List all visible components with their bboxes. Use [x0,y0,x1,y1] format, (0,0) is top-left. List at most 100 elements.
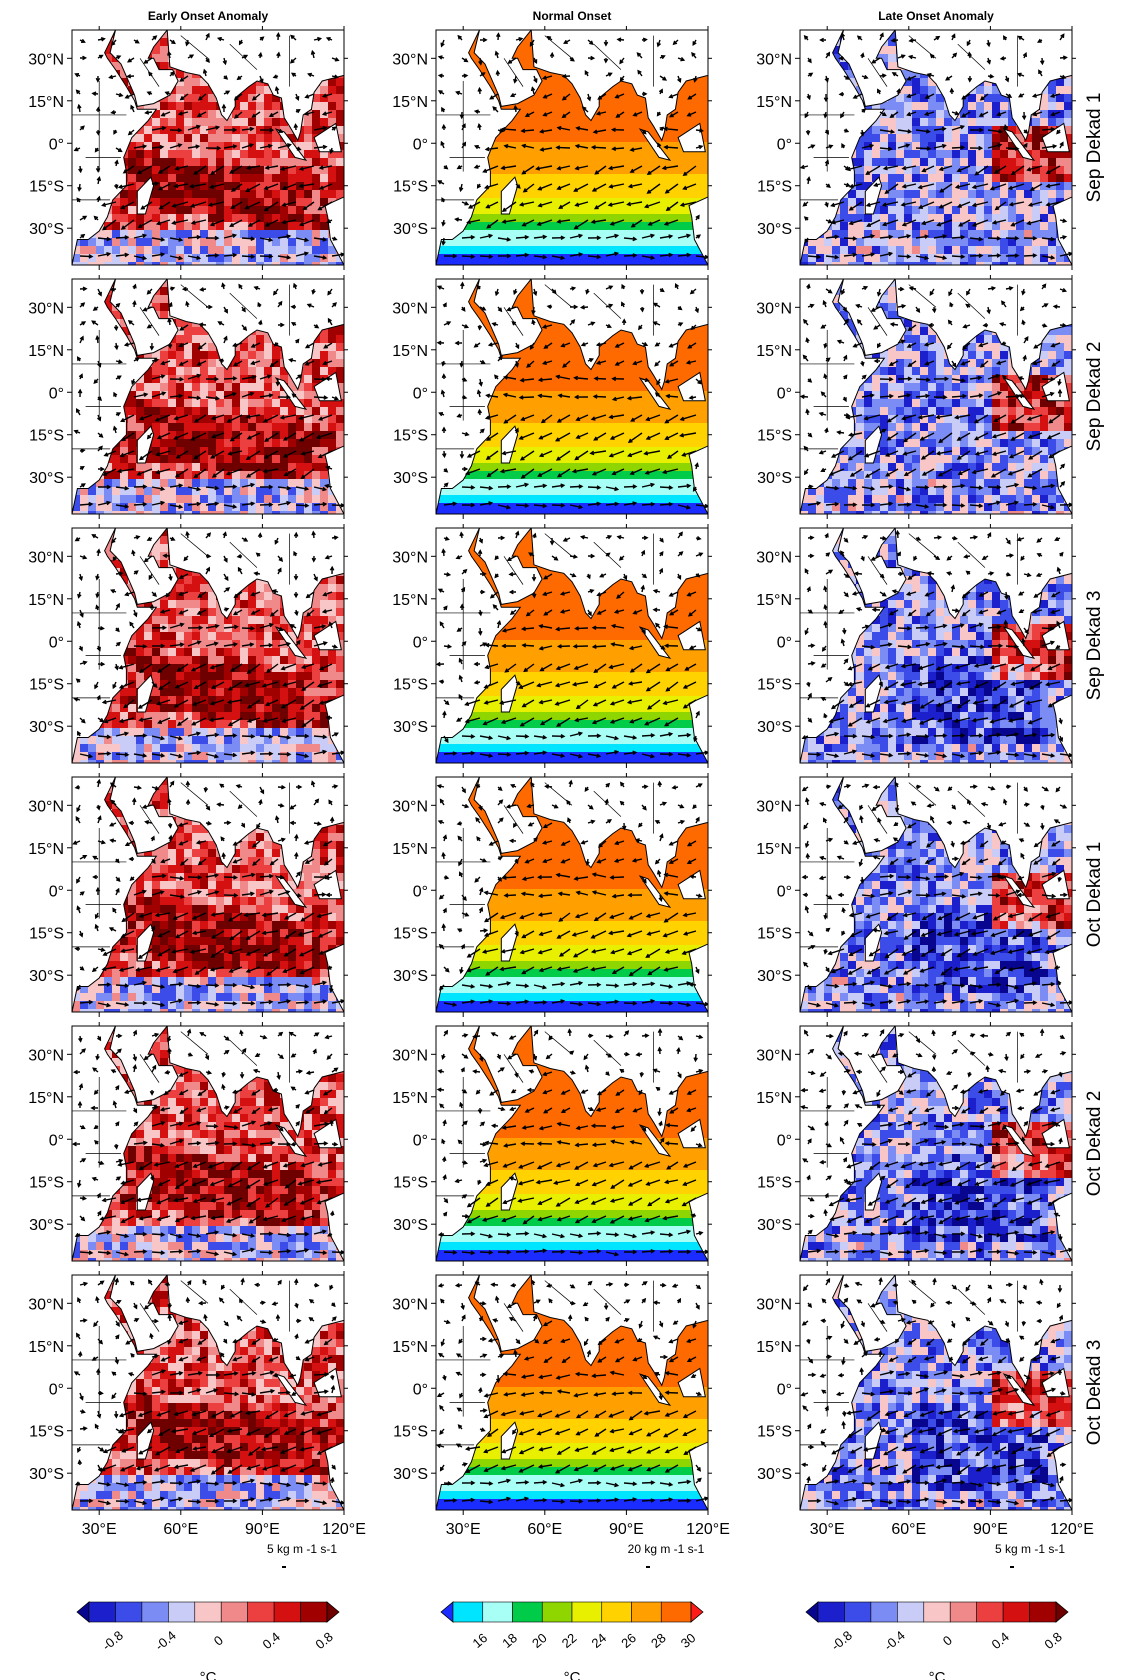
column-title-0: Early Onset Anomaly [148,9,269,23]
lat-label: 30°N [392,798,428,815]
lat-label: 15°S [757,926,792,943]
lat-label: 30°N [756,1047,792,1064]
map-panel-r4-c1: 30°N 15°N 0° 15°S 30°S [392,1022,712,1266]
lat-label: 15°N [392,94,428,111]
lat-label: 15°S [757,1424,792,1441]
lat-label: 0° [49,634,64,651]
lat-label: 15°N [392,1339,428,1356]
lat-label: 30°N [392,300,428,317]
column-title-2: Late Onset Anomaly [878,9,994,23]
colorbar-tick-label: 26 [618,1630,639,1651]
lat-label: 30°S [29,719,64,736]
lon-label: 90°E [973,1521,1008,1538]
column-title-1: Normal Onset [533,9,612,23]
lat-label: 15°S [29,677,64,694]
lat-label: 15°N [392,592,428,609]
lat-label: 30°N [756,798,792,815]
lon-label: 90°E [609,1521,644,1538]
map-panel-r1-c1: 30°N 15°N 0° 15°S 30°S [392,275,712,519]
lat-label: 15°N [756,94,792,111]
lat-label: 15°S [757,677,792,694]
lat-label: 30°S [393,1466,428,1483]
map-panel-r3-c2: 30°N 15°N 0° 15°S 30°S [756,773,1076,1017]
lat-label: 30°S [29,221,64,238]
map-panel-r4-c0: 30°N 15°N 0° 15°S 30°S [28,1022,348,1266]
lat-label: 15°N [28,841,64,858]
lat-label: 15°N [392,343,428,360]
colorbar-tick-label: 0 [940,1632,955,1648]
lat-label: 30°N [756,51,792,68]
lat-label: 30°S [29,470,64,487]
colorbar-tick-label: 0 [211,1632,226,1648]
lon-label: 120°E [322,1521,366,1538]
lat-label: 30°S [757,719,792,736]
row-label-5: Oct Dekad 3 [1084,1340,1105,1446]
colorbar-unit: °C [200,1669,217,1680]
map-panel-r0-c1: 30°N 15°N 0° 15°S 30°S [392,26,712,270]
map-panel-r3-c1: 30°N 15°N 0° 15°S 30°S [392,773,712,1017]
lat-label: 0° [49,1132,64,1149]
lat-label: 15°N [392,841,428,858]
lat-label: 0° [49,136,64,153]
lon-label: 60°E [163,1521,198,1538]
lat-label: 15°N [28,343,64,360]
lat-label: 15°S [393,1424,428,1441]
reference-vector-label: 20 kg m -1 s-1 [628,1542,705,1556]
lat-label: 15°S [29,1424,64,1441]
lat-label: 0° [777,136,792,153]
lat-label: 15°S [393,677,428,694]
lat-label: 15°N [28,94,64,111]
map-panel-r3-c0: 30°N 15°N 0° 15°S 30°S [28,773,348,1017]
lat-label: 30°N [756,549,792,566]
lat-label: 15°S [393,428,428,445]
colorbar-tick-label: 18 [499,1630,520,1651]
lat-label: 15°S [29,179,64,196]
lon-label: 90°E [245,1521,280,1538]
colorbar-tick-label: 28 [648,1630,669,1651]
lat-label: 15°S [757,428,792,445]
map-panel-r1-c2: 30°N 15°N 0° 15°S 30°S [756,275,1076,519]
map-panel-r0-c2: 30°N 15°N 0° 15°S 30°S [756,26,1076,270]
lon-label: 60°E [891,1521,926,1538]
lat-label: 15°S [393,926,428,943]
lat-label: 15°N [756,343,792,360]
lat-label: 0° [413,1381,428,1398]
lat-label: 15°N [756,841,792,858]
lat-label: 15°S [29,926,64,943]
lat-label: 15°N [28,1339,64,1356]
lat-label: 30°S [29,1466,64,1483]
lat-label: 30°S [393,719,428,736]
lat-label: 30°N [392,51,428,68]
lat-label: 30°S [393,221,428,238]
reference-vector-label: 5 kg m -1 s-1 [995,1542,1065,1556]
lat-label: 15°S [757,179,792,196]
colorbar-0: -0.8 -0.4 0 0.4 0.8 °C [76,1601,340,1680]
lon-label: 120°E [686,1521,730,1538]
colorbar-tick-label: 24 [588,1630,609,1651]
map-panel-r2-c2: 30°N 15°N 0° 15°S 30°S [756,524,1076,768]
lat-label: 15°N [392,1090,428,1107]
map-panel-r2-c1: 30°N 15°N 0° 15°S 30°S [392,524,712,768]
lat-label: 30°N [28,1047,64,1064]
lat-label: 30°N [392,1296,428,1313]
lat-label: 30°N [392,1047,428,1064]
lat-label: 30°N [28,1296,64,1313]
lat-label: 30°N [28,51,64,68]
colorbar-tick-label: 0.4 [988,1629,1011,1652]
lat-label: 15°S [29,428,64,445]
lat-label: 30°N [28,549,64,566]
lat-label: 0° [413,1132,428,1149]
lat-label: 15°S [29,1175,64,1192]
lat-label: 30°S [757,968,792,985]
lat-label: 30°S [29,968,64,985]
lat-label: 30°S [757,470,792,487]
lat-label: 15°N [756,592,792,609]
lat-label: 0° [777,1381,792,1398]
lon-label: 60°E [527,1521,562,1538]
lat-label: 30°S [393,1217,428,1234]
colorbar-tick-label: 22 [559,1630,580,1651]
lat-label: 30°N [28,798,64,815]
colorbar-tick-label: 0.8 [312,1629,335,1652]
lat-label: 15°N [756,1339,792,1356]
row-label-3: Oct Dekad 1 [1084,842,1105,948]
